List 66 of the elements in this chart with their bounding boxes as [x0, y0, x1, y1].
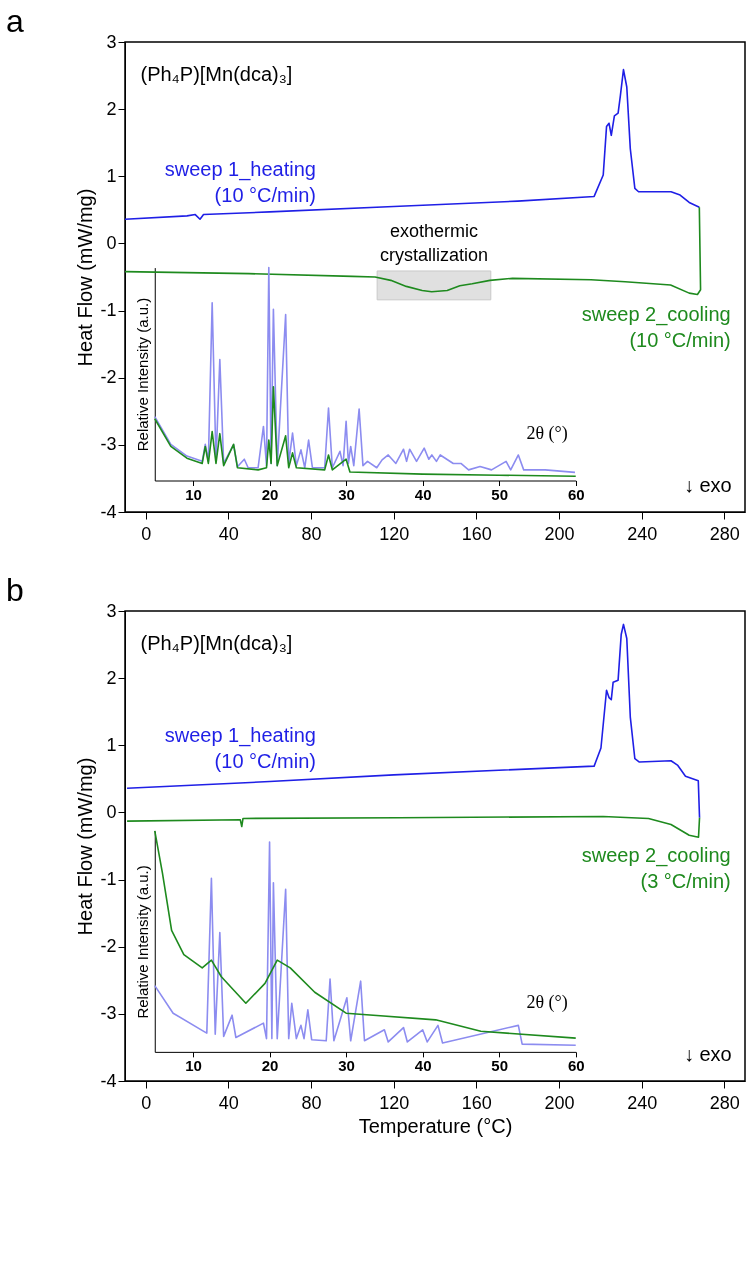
- x-tick-label: 0: [141, 523, 152, 544]
- x-tick-label: 40: [414, 486, 432, 504]
- y-axis-title: Relative Intensity (a.u.): [134, 297, 152, 452]
- x-tick-label: 80: [301, 1092, 322, 1113]
- x-tick-label: 30: [338, 1057, 355, 1075]
- y-tick-label: 3: [106, 600, 117, 621]
- x-tick-label: 200: [544, 1092, 575, 1113]
- line-series: [124, 68, 701, 221]
- x-tick-label: 0: [141, 1092, 152, 1113]
- y-tick-label: 0: [106, 801, 117, 822]
- y-tick-label: -2: [100, 936, 117, 957]
- y-tick-label: -3: [100, 434, 117, 455]
- x-tick-label: 40: [414, 1057, 432, 1075]
- x-tick-label: 40: [218, 1092, 239, 1113]
- x-tick-label: 160: [461, 1092, 492, 1113]
- line-series: [126, 815, 701, 839]
- x-axis-title: Temperature (°C): [358, 1114, 513, 1137]
- series-label: sweep 2_cooling (3 °C/min): [581, 844, 731, 892]
- y-tick-label: 2: [106, 667, 117, 688]
- x-tick-label: 10: [185, 486, 202, 504]
- x-tick-label: 10: [185, 1057, 202, 1075]
- x-tick-label: 240: [627, 1092, 658, 1113]
- x-tick-label: 120: [379, 1092, 410, 1113]
- annotation: (Ph₄P)[Mn(dca)₃]: [140, 62, 293, 85]
- y-tick-label: 2: [106, 98, 117, 119]
- x-tick-label: 80: [301, 523, 322, 544]
- line-series: [124, 206, 702, 296]
- series-label: sweep 1_heating (10 °C/min): [164, 724, 316, 773]
- x-tick-label: 120: [379, 523, 410, 544]
- x-tick-label: 200: [544, 523, 575, 544]
- y-tick-label: 0: [106, 232, 117, 253]
- x-tick-label: 50: [491, 486, 509, 504]
- x-tick-label: 240: [627, 523, 658, 544]
- x-tick-label: 30: [338, 486, 355, 504]
- y-tick-label: 1: [106, 734, 117, 755]
- line-series: [126, 623, 701, 819]
- y-tick-label: -3: [100, 1003, 117, 1024]
- x-tick-label: 160: [461, 523, 492, 544]
- x-axis-title: 2θ (°): [526, 422, 568, 444]
- x-axis-title: 2θ (°): [526, 992, 568, 1014]
- x-tick-label: 280: [709, 1092, 740, 1113]
- y-tick-label: -4: [100, 501, 117, 522]
- x-tick-label: 20: [261, 486, 279, 504]
- y-tick-label: 3: [106, 31, 117, 52]
- y-axis-title: Relative Intensity (a.u.): [134, 865, 152, 1019]
- series-label: sweep 2_cooling (10 °C/min): [581, 303, 731, 352]
- y-tick-label: -1: [100, 869, 117, 890]
- x-tick-label: 50: [491, 1057, 509, 1075]
- y-tick-label: -2: [100, 367, 117, 388]
- chart-title: b: [6, 572, 24, 608]
- x-tick-label: 40: [218, 523, 239, 544]
- x-tick-label: 60: [567, 1057, 585, 1075]
- annotation: ↓ exo: [683, 1043, 732, 1066]
- series-label: sweep 1_heating (10 °C/min): [164, 157, 316, 206]
- y-tick-label: -4: [100, 1070, 117, 1091]
- x-tick-label: 60: [567, 486, 585, 504]
- chart-title: a: [6, 3, 24, 39]
- y-axis-title: Heat Flow (mW/mg): [74, 188, 97, 367]
- x-tick-label: 280: [709, 523, 740, 544]
- y-tick-label: -1: [100, 300, 117, 321]
- annotation: ↓ exo: [683, 474, 732, 497]
- y-tick-label: 1: [106, 165, 117, 186]
- x-tick-label: 20: [261, 1057, 279, 1075]
- y-axis-title: Heat Flow (mW/mg): [74, 757, 97, 936]
- annotation: (Ph₄P)[Mn(dca)₃]: [140, 631, 293, 654]
- band-label: exothermic crystallization: [379, 220, 488, 265]
